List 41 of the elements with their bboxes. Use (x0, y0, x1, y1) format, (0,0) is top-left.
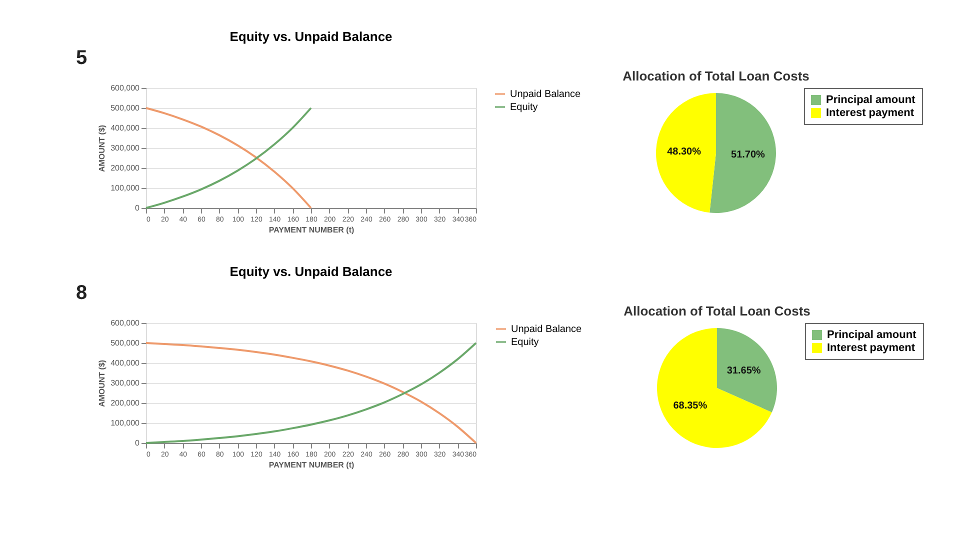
y-tick-label: 0 (135, 204, 140, 212)
pie-slice (717, 328, 777, 412)
y-tick-label: 400,000 (110, 124, 140, 132)
y-tick-label: 300,000 (110, 144, 140, 152)
pie-slice (710, 93, 776, 213)
chart-title: Allocation of Total Loan Costs (622, 68, 810, 84)
chart-title: Allocation of Total Loan Costs (624, 304, 810, 318)
y-tick-label: 100,000 (110, 418, 140, 428)
legend-label: Equity (511, 337, 539, 348)
chart-title: Equity vs. Unpaid Balance (230, 264, 392, 279)
x-axis-title: PAYMENT NUMBER (t) (268, 460, 354, 470)
pie-slice (656, 93, 716, 213)
data-label: 51.70% (730, 150, 766, 161)
line-series (145, 107, 312, 209)
data-label: 68.35% (673, 400, 708, 412)
y-tick-label: 500,000 (110, 338, 140, 348)
y-axis-title: AMOUNT ($) (98, 360, 107, 408)
y-tick-label: 0 (135, 438, 140, 448)
data-label: 48.30% (667, 146, 702, 158)
y-tick-label: 400,000 (110, 358, 140, 368)
legend-label: Interest payment (826, 107, 914, 119)
y-tick-label: 200,000 (110, 164, 140, 172)
legend-label: Equity (510, 102, 538, 113)
y-tick-label: 600,000 (110, 84, 140, 92)
y-tick-label: 300,000 (110, 378, 140, 388)
legend-label: Interest payment (827, 342, 916, 354)
data-label: 31.65% (726, 366, 761, 377)
legend-label: Principal amount (826, 94, 916, 106)
y-axis-title: AMOUNT ($) (98, 124, 107, 172)
text: 5 (76, 47, 88, 69)
legend-label: Principal amount (827, 329, 917, 341)
y-tick-label: 600,000 (110, 318, 140, 328)
chart-title: Equity vs. Unpaid Balance (230, 29, 392, 44)
y-tick-label: 100,000 (110, 184, 140, 192)
y-tick-label: 500,000 (110, 104, 140, 112)
text: 8 (76, 282, 88, 304)
y-tick-label: 200,000 (110, 398, 140, 408)
x-axis-title: PAYMENT NUMBER (t) (268, 226, 354, 234)
legend-label: Unpaid Balance (510, 89, 582, 100)
legend-label: Unpaid Balance (511, 324, 582, 335)
pie-slice (657, 328, 772, 448)
